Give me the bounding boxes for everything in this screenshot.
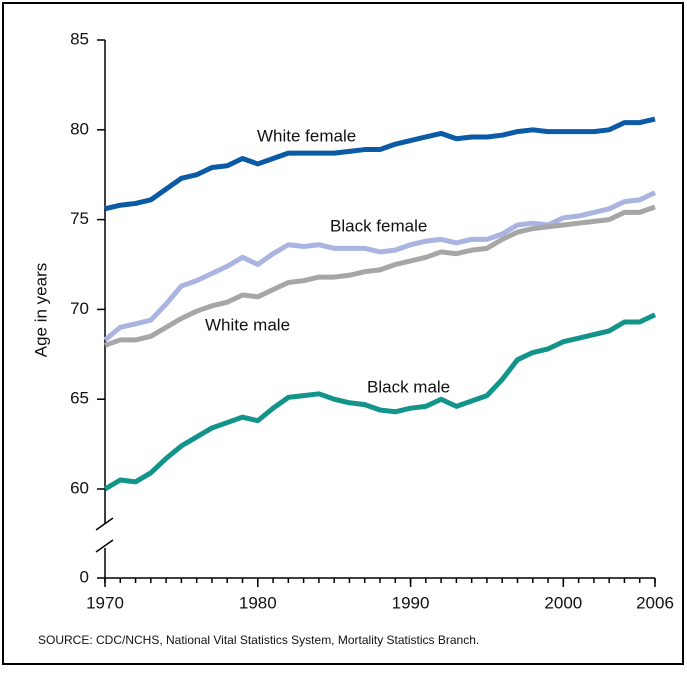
series-line xyxy=(104,116,656,212)
series-line xyxy=(103,190,657,342)
axis-break xyxy=(95,517,114,531)
x-tick-label: 1970 xyxy=(86,593,124,612)
series-label: Black female xyxy=(330,216,427,235)
y-tick-label: 0 xyxy=(80,567,89,586)
y-tick-label: 80 xyxy=(70,119,89,138)
series-line xyxy=(104,204,656,348)
source-note: SOURCE: CDC/NCHS, National Vital Statist… xyxy=(38,633,479,647)
series-label: Black male xyxy=(367,377,450,396)
axis-break xyxy=(95,539,114,553)
y-tick-label: 65 xyxy=(70,389,89,408)
y-tick-label: 85 xyxy=(70,29,89,48)
y-axis-label: Age in years xyxy=(31,263,50,358)
frame xyxy=(2,2,684,665)
series-line xyxy=(103,312,657,492)
y-tick-label: 60 xyxy=(70,478,89,497)
x-tick-label: 1990 xyxy=(392,593,430,612)
y-tick-label: 70 xyxy=(70,299,89,318)
y-tick-label: 75 xyxy=(70,209,89,228)
x-tick-label: 1980 xyxy=(239,593,277,612)
x-tick-label: 2000 xyxy=(544,593,582,612)
series-label: White male xyxy=(205,315,290,334)
series-label: White female xyxy=(257,126,356,145)
x-tick-label: 2006 xyxy=(636,593,674,612)
